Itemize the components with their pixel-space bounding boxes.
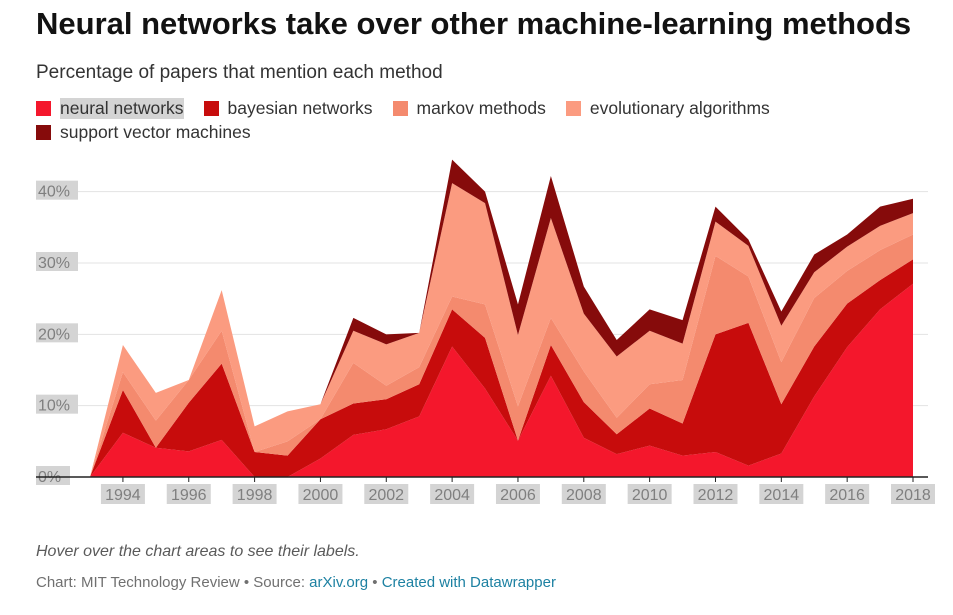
legend-swatch-support-vector-machines — [36, 124, 51, 140]
area-markov-methods[interactable] — [90, 234, 913, 477]
chart-footer: Chart: MIT Technology Review • Source: a… — [36, 574, 556, 591]
x-tick-label-bg — [627, 484, 672, 504]
y-tick-label-bg — [36, 466, 70, 485]
x-tick-label-bg — [825, 484, 870, 504]
footer-separator: • — [239, 574, 254, 591]
x-tick-label: 2012 — [698, 487, 734, 504]
y-tick-label: 20% — [38, 326, 70, 343]
legend-item-markov-methods[interactable]: markov methods — [392, 97, 546, 118]
x-tick-label: 2016 — [829, 487, 865, 504]
x-tick-label-bg — [166, 484, 211, 504]
x-tick-label-bg — [495, 484, 540, 504]
x-tick-label: 2002 — [368, 487, 404, 504]
area-bayesian-networks[interactable] — [90, 259, 913, 477]
legend-label: evolutionary algorithms — [589, 97, 770, 118]
area-evolutionary-algorithms[interactable] — [90, 183, 913, 478]
chart-subtitle: Percentage of papers that mention each m… — [36, 62, 443, 83]
y-tick-label-bg — [36, 394, 78, 414]
legend: neural networks bayesian networks markov… — [36, 97, 916, 142]
y-tick-label: 10% — [38, 398, 70, 415]
x-tick-label: 2004 — [434, 487, 470, 504]
x-tick-label-bg — [430, 484, 475, 504]
legend-label: markov methods — [416, 97, 546, 118]
chart-credit: Chart: MIT Technology Review — [36, 574, 240, 591]
x-tick-label: 2000 — [303, 487, 339, 504]
x-tick-label: 2006 — [500, 487, 536, 504]
legend-item-neural-networks[interactable]: neural networks — [36, 97, 184, 119]
y-tick-label-bg — [36, 252, 78, 271]
x-tick-label: 2014 — [764, 487, 800, 504]
y-tick-label: 40% — [38, 184, 70, 201]
x-tick-label-bg — [693, 484, 738, 504]
x-tick-label-bg — [364, 484, 409, 504]
x-tick-label-bg — [232, 484, 277, 504]
area-support-vector-machines[interactable] — [90, 159, 913, 477]
footer-separator: • — [368, 574, 382, 591]
x-tick-label: 1998 — [237, 487, 273, 504]
x-tick-label: 1994 — [105, 487, 141, 504]
stacked-areas — [90, 159, 913, 478]
legend-item-evolutionary-algorithms[interactable]: evolutionary algorithms — [565, 97, 770, 118]
source-link[interactable]: arXiv.org — [309, 574, 369, 591]
legend-swatch-bayesian-networks — [203, 100, 219, 116]
source-label: Source: — [253, 574, 310, 591]
chart-title: Neural networks take over other machine-… — [36, 6, 912, 41]
y-tick-label-bg — [36, 323, 78, 343]
x-tick-label-bg — [298, 484, 343, 504]
legend-label: support vector machines — [60, 121, 251, 142]
y-tick-label: 30% — [38, 255, 70, 272]
x-tick-label-bg — [759, 484, 804, 504]
legend-label: neural networks — [60, 97, 184, 119]
legend-item-bayesian-networks[interactable]: bayesian networks — [203, 97, 373, 118]
x-tick-label: 2010 — [632, 487, 668, 504]
axes: 0%10%20%30%40%1994 1996 1998 2000 2002 2004 20… — [36, 180, 935, 504]
x-tick-label: 2018 — [895, 487, 931, 504]
hover-note: Hover over the chart areas to see their … — [36, 543, 360, 560]
x-tick-label: 2008 — [566, 487, 602, 504]
stacked-area-chart: 0%10%20%30%40%1994 1996 1998 2000 2002 2004 20… — [36, 159, 935, 504]
legend-swatch-evolutionary-algorithms — [565, 100, 581, 116]
x-tick-label-bg — [891, 484, 935, 504]
x-tick-label-bg — [100, 484, 145, 504]
legend-swatch-neural-networks — [36, 100, 51, 116]
legend-label: bayesian networks — [227, 97, 373, 118]
x-tick-label-bg — [561, 484, 606, 504]
datawrapper-link[interactable]: Created with Datawrapper — [381, 574, 556, 591]
area-neural-networks[interactable] — [90, 283, 913, 477]
legend-item-support-vector-machines[interactable]: support vector machines — [36, 122, 251, 142]
x-tick-label: 1996 — [171, 487, 207, 504]
legend-swatch-markov-methods — [392, 100, 408, 116]
y-tick-label-bg — [36, 180, 78, 200]
